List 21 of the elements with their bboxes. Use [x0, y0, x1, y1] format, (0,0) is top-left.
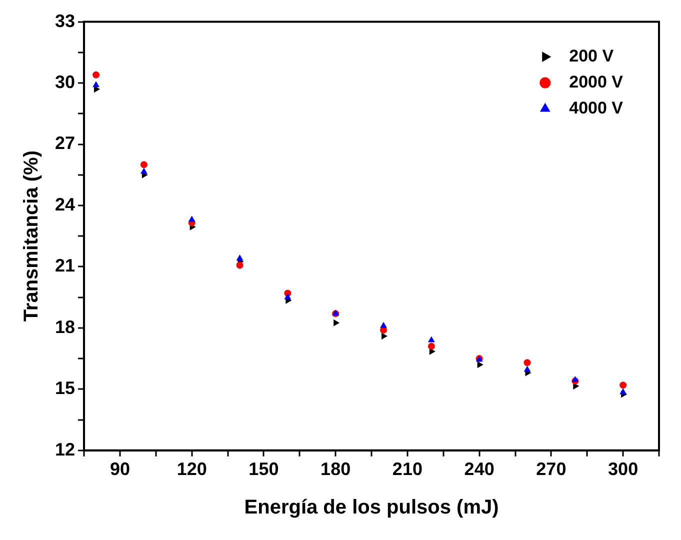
y-axis-title: Transmitancia (%) [20, 150, 43, 322]
x-tick-label: 90 [110, 459, 130, 480]
y-tick-label: 27 [54, 133, 76, 154]
y-tick-label: 30 [54, 72, 76, 92]
x-tick-label: 300 [608, 459, 638, 480]
x-tick-label: 120 [176, 459, 207, 480]
x-tick-label: 270 [536, 459, 566, 480]
y-tick-label: 15 [54, 378, 76, 398]
y-tick-label: 33 [54, 10, 76, 31]
y-tick-label: 18 [54, 316, 76, 337]
legend-label: 200 V [569, 46, 614, 66]
x-tick-label: 210 [392, 459, 422, 480]
y-tick-label: 12 [54, 439, 76, 460]
x-tick-label: 180 [320, 459, 351, 480]
legend-label: 2000 V [569, 72, 624, 92]
x-tick-label: 150 [248, 459, 279, 480]
y-tick-label: 24 [54, 194, 76, 214]
x-tick-label: 240 [464, 459, 494, 480]
x-axis-title: Energía de los pulsos (mJ) [244, 496, 499, 519]
y-tick-label: 21 [54, 256, 76, 276]
legend-label: 4000 V [569, 98, 624, 118]
